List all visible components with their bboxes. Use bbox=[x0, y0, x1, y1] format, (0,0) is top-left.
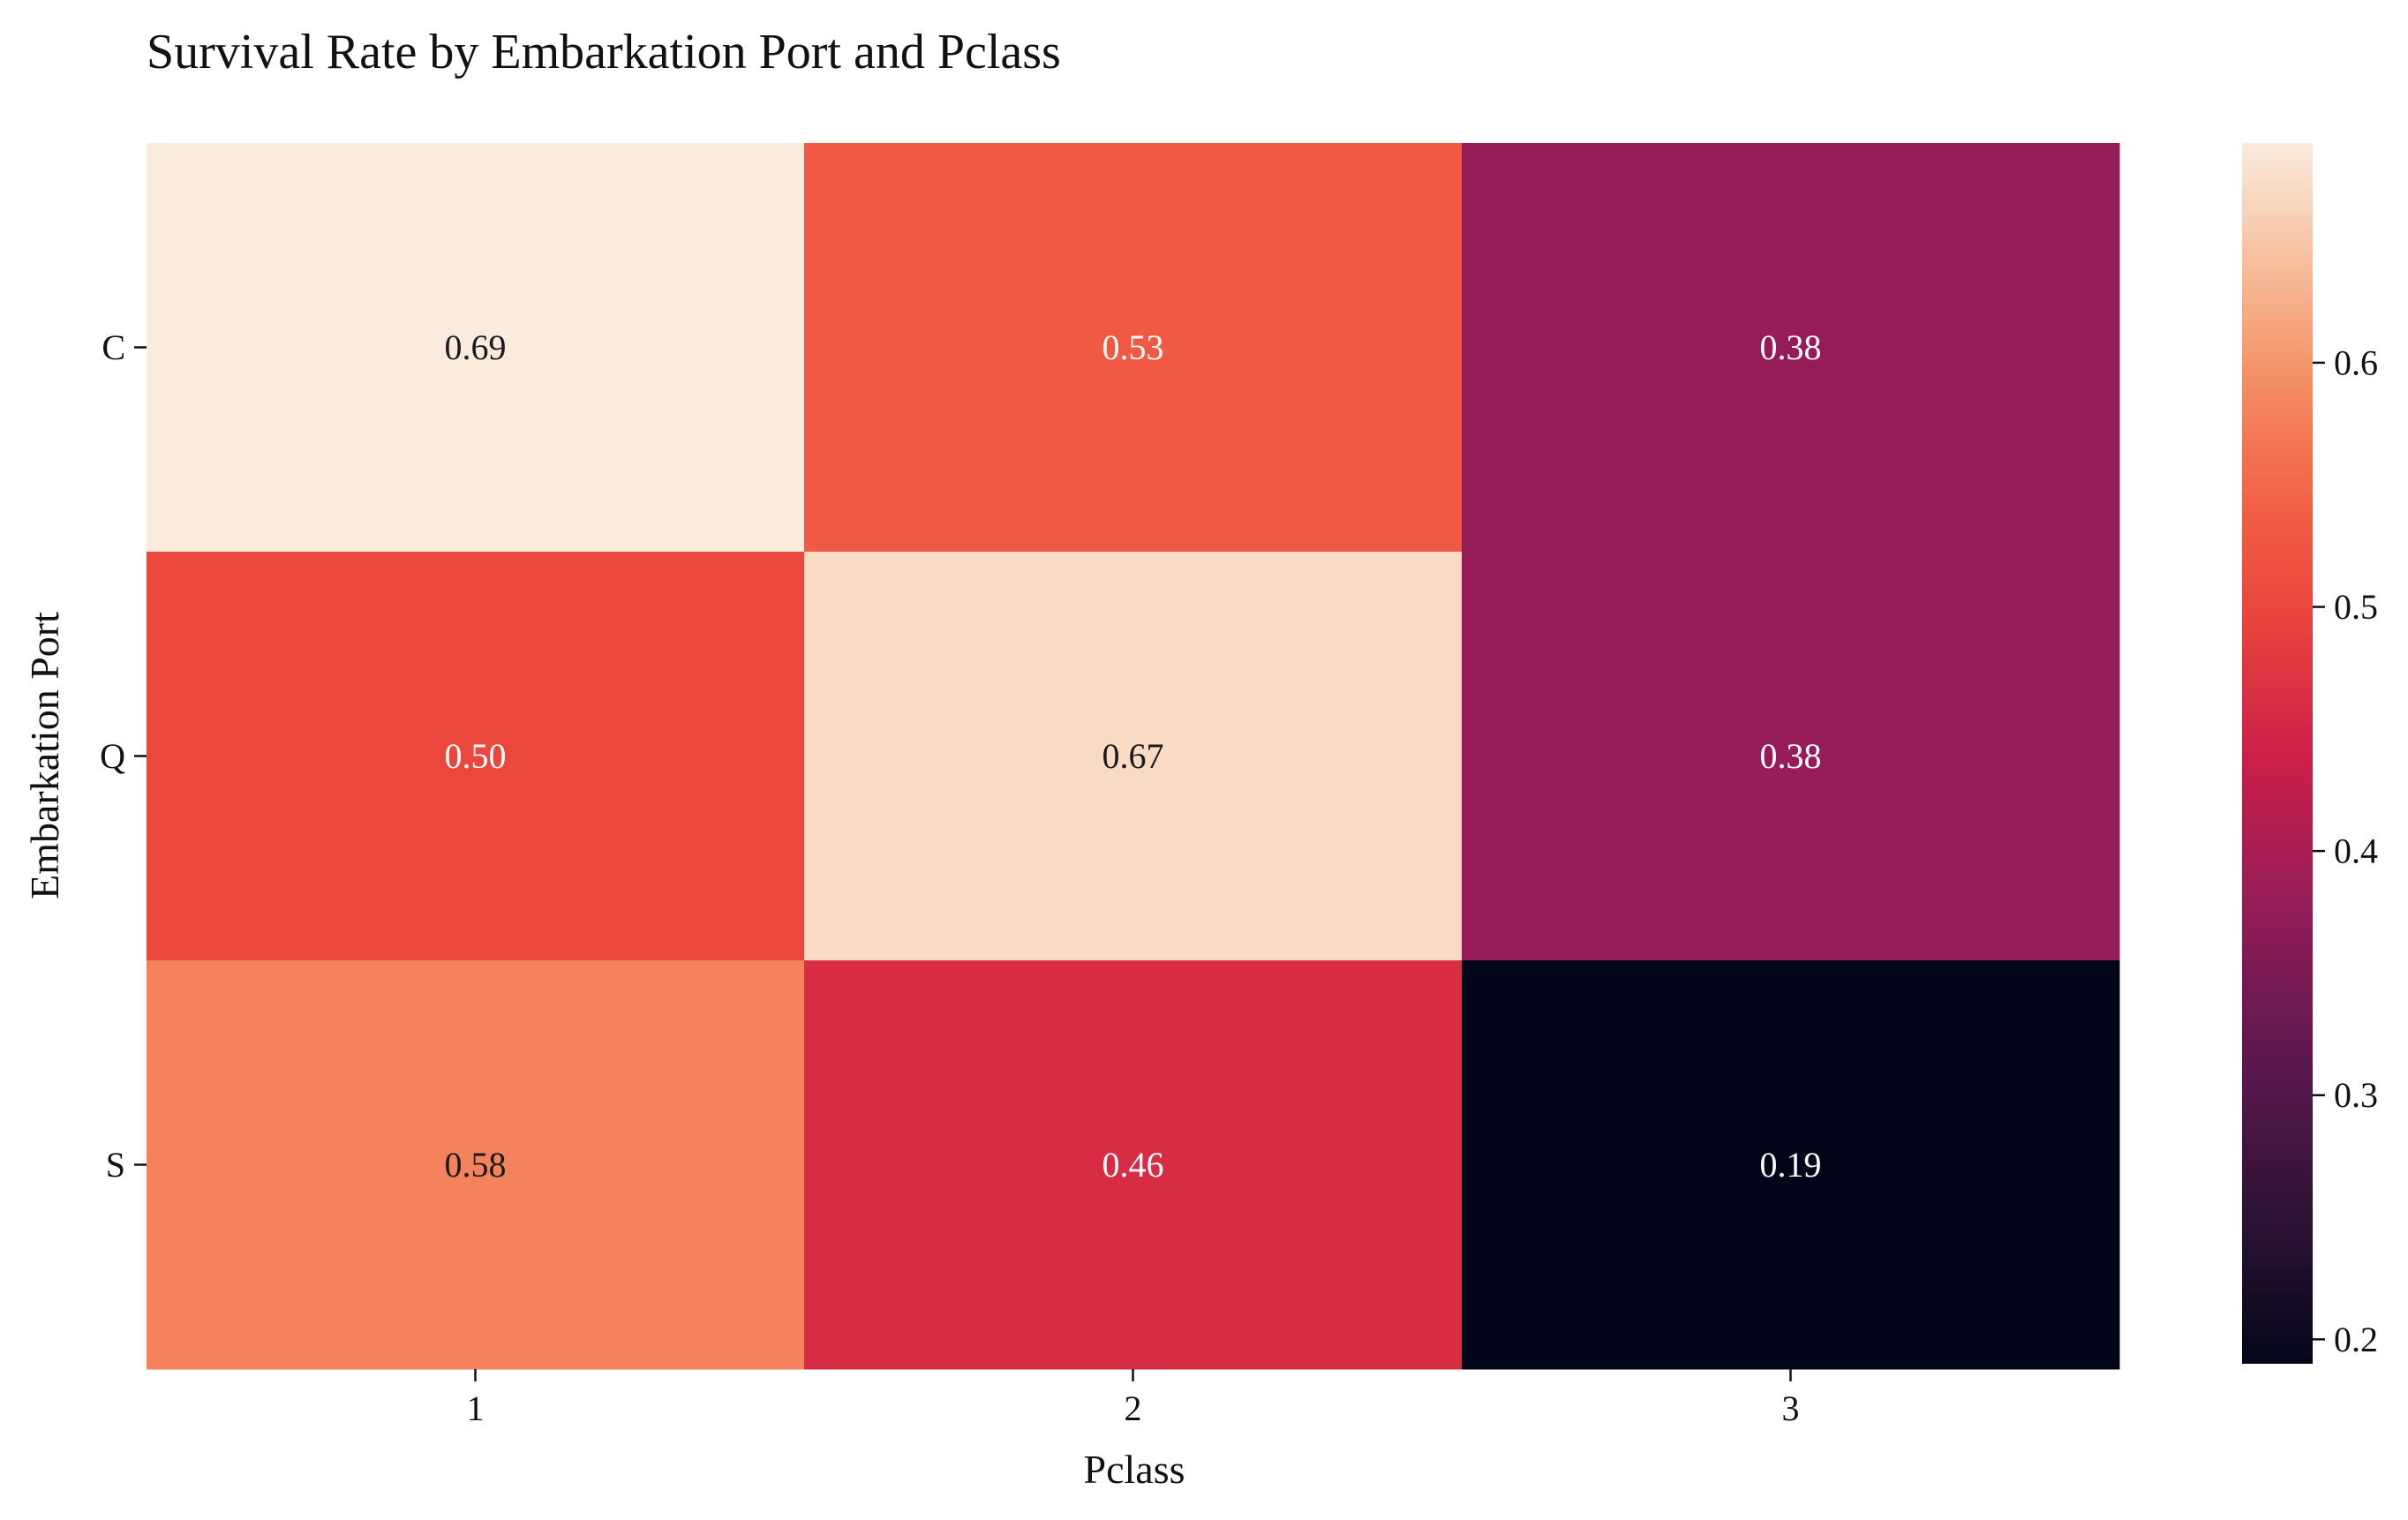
cell-value-label: 0.69 bbox=[445, 327, 507, 367]
colorbar-gradient bbox=[2242, 143, 2313, 1364]
heatmap-cell bbox=[1462, 552, 2120, 961]
cell-value-label: 0.46 bbox=[1102, 1145, 1164, 1185]
heatmap-cell bbox=[147, 552, 805, 961]
cell-value-label: 0.58 bbox=[445, 1145, 507, 1185]
y-axis-label: Embarkation Port bbox=[22, 612, 67, 899]
y-tick-label: C bbox=[102, 327, 125, 367]
x-axis-label: Pclass bbox=[1084, 1447, 1185, 1492]
colorbar-tick-label: 0.3 bbox=[2334, 1075, 2378, 1115]
heatmap-cell bbox=[147, 960, 805, 1370]
colorbar-tick-label: 0.6 bbox=[2334, 342, 2378, 382]
cell-value-label: 0.67 bbox=[1102, 736, 1164, 776]
heatmap-cell bbox=[804, 552, 1463, 961]
cell-value-label: 0.38 bbox=[1760, 327, 1822, 367]
colorbar-tick-label: 0.2 bbox=[2334, 1320, 2378, 1359]
cell-value-label: 0.38 bbox=[1760, 736, 1822, 776]
colorbar-tick-label: 0.5 bbox=[2334, 587, 2378, 627]
x-tick-label: 1 bbox=[467, 1388, 485, 1428]
x-tick-label: 3 bbox=[1782, 1388, 1800, 1428]
heatmap-cell bbox=[1462, 960, 2120, 1370]
heatmap-cell bbox=[804, 960, 1463, 1370]
heatmap-cells: 0.69 0.53 0.38 0.50 0.67 0.38 0.58 0.46 0.19 bbox=[147, 143, 2120, 1370]
y-tick-label: S bbox=[106, 1145, 125, 1185]
cell-value-label: 0.50 bbox=[445, 736, 507, 776]
colorbar-tick-label: 0.4 bbox=[2334, 831, 2378, 871]
chart-title: Survival Rate by Embarkation Port and Pc… bbox=[147, 25, 1061, 79]
y-axis-ticks: C Q S bbox=[100, 327, 147, 1185]
heatmap-cell bbox=[147, 143, 805, 553]
colorbar: 0.2 0.3 0.4 0.5 0.6 bbox=[2242, 143, 2378, 1364]
cell-value-label: 0.53 bbox=[1102, 327, 1164, 367]
heatmap-cell bbox=[1462, 143, 2120, 553]
cell-value-label: 0.19 bbox=[1760, 1145, 1822, 1185]
heatmap-cell bbox=[804, 143, 1463, 553]
x-tick-label: 2 bbox=[1125, 1388, 1142, 1428]
y-tick-label: Q bbox=[100, 736, 125, 776]
x-axis-ticks: 1 2 3 bbox=[467, 1369, 1800, 1428]
